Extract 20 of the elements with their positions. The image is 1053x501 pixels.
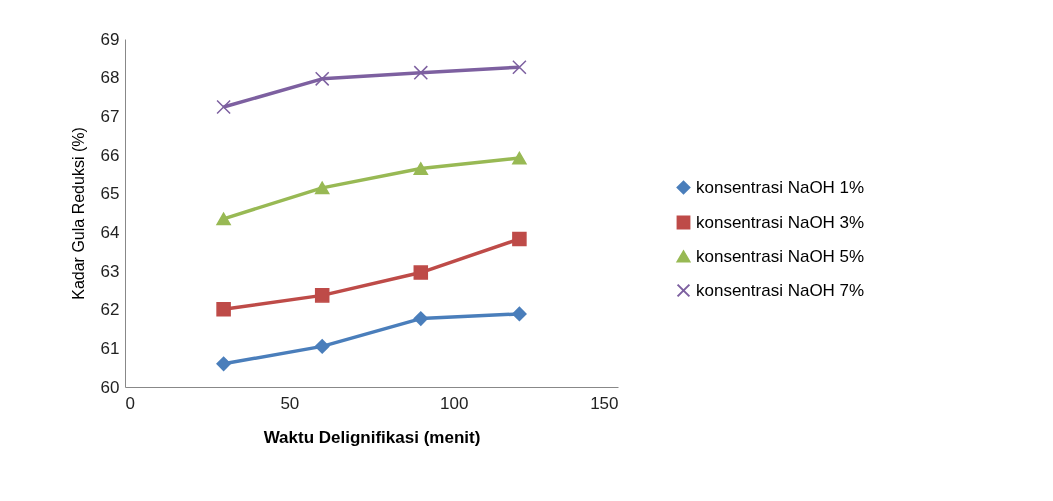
x-axis-title: Waktu Delignifikasi (menit) bbox=[263, 427, 481, 447]
y-tick-label: 61 bbox=[100, 338, 120, 358]
legend-label: konsentrasi NaOH 1% bbox=[696, 177, 865, 197]
y-tick-label: 62 bbox=[100, 300, 120, 320]
y-axis-title: Kadar Gula Reduksi (%) bbox=[69, 127, 87, 300]
y-tick-label: 60 bbox=[100, 377, 120, 397]
x-tick-label: 50 bbox=[280, 393, 300, 413]
x-tick-label: 0 bbox=[125, 393, 135, 413]
x-tick-label: 100 bbox=[439, 393, 469, 413]
y-tick-label: 69 bbox=[100, 29, 120, 49]
legend-label: konsentrasi NaOH 3% bbox=[696, 212, 865, 232]
y-tick-label: 67 bbox=[100, 106, 120, 126]
y-tick-label: 66 bbox=[100, 145, 120, 165]
y-tick-label: 63 bbox=[100, 261, 120, 281]
x-tick-label: 150 bbox=[590, 393, 619, 413]
y-tick-label: 65 bbox=[100, 184, 120, 204]
y-tick-label: 68 bbox=[100, 68, 120, 88]
legend-label: konsentrasi NaOH 7% bbox=[696, 280, 865, 300]
y-tick-label: 64 bbox=[100, 222, 120, 242]
legend-label: konsentrasi NaOH 5% bbox=[696, 246, 865, 266]
